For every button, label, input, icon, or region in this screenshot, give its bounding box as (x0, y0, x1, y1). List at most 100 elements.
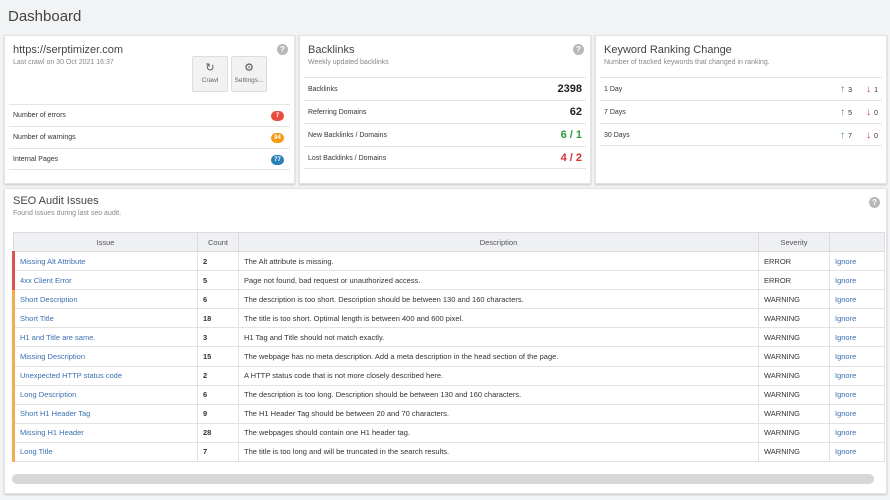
stat-label: Number of warnings (13, 134, 76, 141)
keyword-up-count: 3 (848, 87, 852, 94)
keyword-row: 1 Day ↑ 3 ↓ 1 (600, 77, 882, 100)
issue-link[interactable]: 4xx Client Error (12, 270, 198, 291)
issue-count: 6 (197, 289, 239, 310)
keyword-down: ↓ 0 (866, 124, 878, 148)
issue-description: Page not found, bad request or unauthori… (238, 270, 759, 291)
col-severity[interactable]: Severity (758, 232, 830, 252)
arrow-up-icon: ↑ (840, 84, 846, 95)
issue-count: 2 (197, 250, 239, 272)
arrow-down-icon: ↓ (866, 107, 872, 118)
ignore-link[interactable]: Ignore (829, 403, 885, 424)
backlinks-subtitle: Weekly updated backlinks (308, 59, 389, 66)
issue-count: 28 (197, 422, 239, 443)
keyword-down-count: 1 (874, 87, 878, 94)
issues-table: Issue Count Description Severity Missing… (12, 232, 885, 463)
keyword-down: ↓ 0 (866, 101, 878, 125)
backlink-row: New Backlinks / Domains 6 / 1 (304, 123, 586, 146)
ignore-link[interactable]: Ignore (829, 289, 885, 310)
help-icon[interactable]: ? (277, 44, 288, 55)
ignore-link[interactable]: Ignore (829, 250, 885, 272)
issue-description: H1 Tag and Title should not match exactl… (238, 327, 759, 348)
ignore-link[interactable]: Ignore (829, 384, 885, 405)
issue-severity: WARNING (758, 327, 830, 348)
issue-description: The description is too long. Description… (238, 384, 759, 405)
issue-link[interactable]: Unexpected HTTP status code (12, 365, 198, 386)
issue-description: The title is too short. Optimal length i… (238, 308, 759, 329)
stat-badge: 7 (271, 111, 284, 121)
ignore-link[interactable]: Ignore (829, 441, 885, 463)
backlink-value: 62 (569, 106, 582, 118)
issue-description: The Alt attribute is missing. (238, 250, 759, 272)
audit-title: SEO Audit Issues (13, 195, 99, 207)
site-url: https://serptimizer.com (13, 44, 124, 56)
issue-link[interactable]: Missing Alt Attribute (12, 250, 198, 272)
issue-count: 3 (197, 327, 239, 348)
backlink-value: 6 / 1 (560, 129, 582, 141)
ignore-link[interactable]: Ignore (829, 422, 885, 443)
backlink-row: Backlinks 2398 (304, 77, 586, 100)
table-row: Short Description 6 The description is too… (12, 289, 885, 310)
stat-badge: 77 (271, 155, 284, 165)
col-issue[interactable]: Issue (13, 232, 198, 252)
crawl-button[interactable]: ↻ Crawl (192, 56, 228, 92)
issue-link[interactable]: H1 and Title are same. (12, 327, 198, 348)
settings-button[interactable]: ⚙ Settings... (231, 56, 267, 92)
issue-description: The description is too short. Descriptio… (238, 289, 759, 310)
issue-severity: WARNING (758, 403, 830, 424)
help-icon[interactable]: ? (573, 44, 584, 55)
table-row: Missing H1 Header 28 The webpages should c… (12, 422, 885, 443)
page-title: Dashboard (8, 8, 82, 25)
arrow-down-icon: ↓ (866, 130, 872, 141)
ignore-link[interactable]: Ignore (829, 308, 885, 329)
stat-label: Internal Pages (13, 156, 59, 163)
table-row: Missing Description 15 The webpage has no … (12, 346, 885, 367)
issue-link[interactable]: Missing H1 Header (12, 422, 198, 443)
issue-severity: WARNING (758, 365, 830, 386)
keyword-subtitle: Number of tracked keywords that changed … (604, 59, 770, 66)
audit-card: SEO Audit Issues Found issues during las… (4, 188, 887, 494)
keyword-row: 30 Days ↑ 7 ↓ 0 (600, 123, 882, 146)
table-row: Long Description 6 The description is too … (12, 384, 885, 405)
issue-severity: WARNING (758, 422, 830, 443)
issue-link[interactable]: Long Title (12, 441, 198, 463)
stat-label: Number of errors (13, 112, 66, 119)
issue-link[interactable]: Short Title (12, 308, 198, 329)
ignore-link[interactable]: Ignore (829, 270, 885, 291)
arrow-down-icon: ↓ (866, 84, 872, 95)
issue-count: 2 (197, 365, 239, 386)
table-row: Unexpected HTTP status code 2 A HTTP statu… (12, 365, 885, 386)
stat-row: Number of warnings 94 (9, 126, 290, 148)
arrow-up-icon: ↑ (840, 107, 846, 118)
backlink-value: 4 / 2 (560, 152, 582, 164)
refresh-icon: ↻ (205, 62, 215, 74)
backlink-label: Lost Backlinks / Domains (308, 155, 387, 162)
issue-severity: ERROR (758, 250, 830, 272)
issue-description: A HTTP status code that is not more clos… (238, 365, 759, 386)
keyword-period: 1 Day (604, 86, 623, 93)
horizontal-scrollbar[interactable] (12, 474, 874, 484)
issue-count: 18 (197, 308, 239, 329)
issue-link[interactable]: Short Description (12, 289, 198, 310)
col-description[interactable]: Description (238, 232, 759, 252)
backlinks-card: Backlinks Weekly updated backlinks ? Bac… (299, 35, 591, 184)
issue-severity: WARNING (758, 346, 830, 367)
issue-link[interactable]: Long Description (12, 384, 198, 405)
backlink-label: Referring Domains (308, 109, 367, 116)
backlink-label: Backlinks (308, 86, 338, 93)
issue-severity: WARNING (758, 289, 830, 310)
ignore-link[interactable]: Ignore (829, 365, 885, 386)
col-count[interactable]: Count (197, 232, 239, 252)
table-row: Long Title 7 The title is too long and wil… (12, 441, 885, 463)
arrow-up-icon: ↑ (840, 130, 846, 141)
issue-description: The webpages should contain one H1 heade… (238, 422, 759, 443)
issue-severity: WARNING (758, 308, 830, 329)
help-icon[interactable]: ? (869, 197, 880, 208)
issue-count: 5 (197, 270, 239, 291)
ignore-link[interactable]: Ignore (829, 327, 885, 348)
keyword-card: Keyword Ranking Change Number of tracked… (595, 35, 887, 184)
issue-link[interactable]: Short H1 Header Tag (12, 403, 198, 424)
audit-subtitle: Found issues during last seo audit. (13, 210, 122, 217)
issue-link[interactable]: Missing Description (12, 346, 198, 367)
issue-count: 9 (197, 403, 239, 424)
ignore-link[interactable]: Ignore (829, 346, 885, 367)
